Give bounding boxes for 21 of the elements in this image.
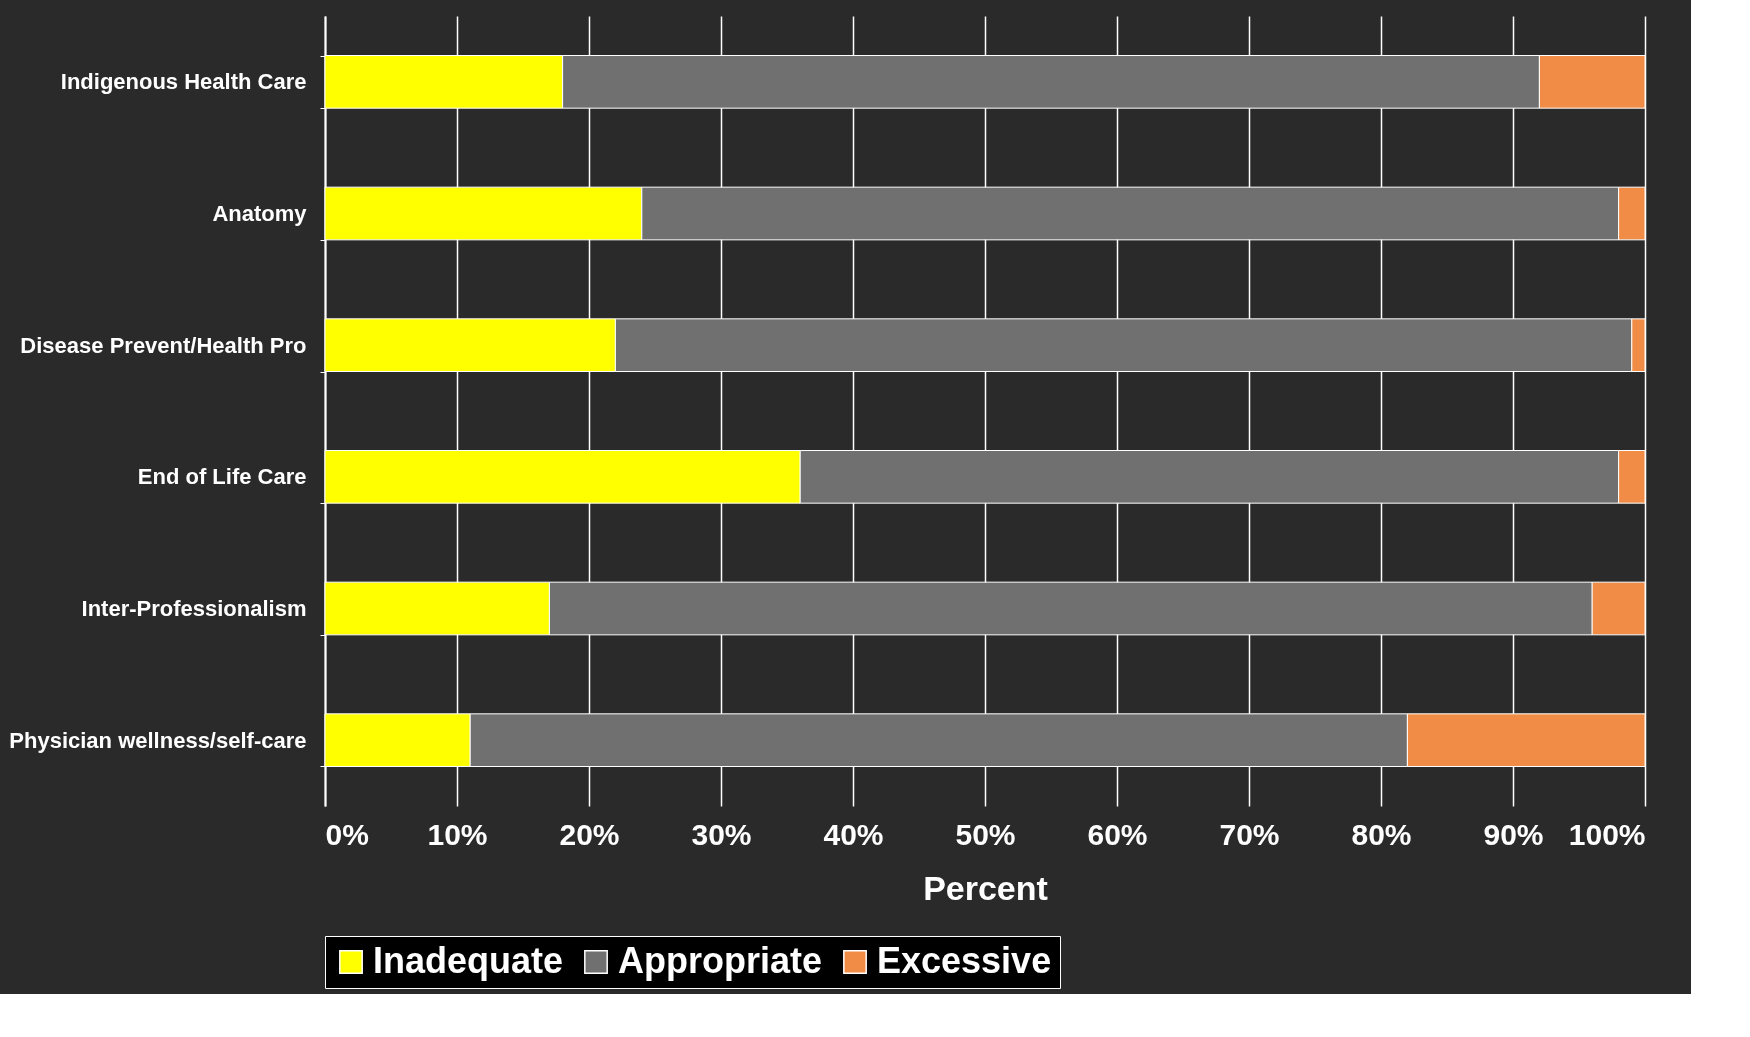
x-tick-label: 0% (325, 817, 369, 851)
y-tick-label: End of Life Care (137, 464, 307, 490)
x-tick-label: 10% (427, 817, 488, 851)
x-tick-label: 90% (1483, 817, 1544, 851)
x-tick-label: 70% (1219, 817, 1280, 851)
y-tick-label: Anatomy (212, 201, 308, 226)
legend-label: Inadequate (373, 940, 564, 981)
x-tick-label: 60% (1087, 817, 1148, 851)
y-tick-label: Indigenous Health Care (60, 69, 307, 95)
x-tick-label: 100% (1568, 817, 1646, 851)
y-tick-label: Physician wellness/self-care (9, 727, 307, 753)
legend-label: Appropriate (618, 940, 823, 981)
legend-label: Excessive (877, 940, 1052, 981)
x-tick-label: 50% (955, 817, 1016, 851)
x-tick-label: 40% (823, 817, 884, 851)
x-tick-label: 30% (691, 817, 752, 851)
y-tick-label: Inter-Professionalism (81, 596, 307, 621)
y-tick-label: Disease Prevent/Health Pro (20, 332, 307, 358)
x-axis-title: Percent (923, 868, 1048, 907)
x-tick-label: 80% (1351, 817, 1412, 851)
x-tick-label: 20% (559, 817, 620, 851)
